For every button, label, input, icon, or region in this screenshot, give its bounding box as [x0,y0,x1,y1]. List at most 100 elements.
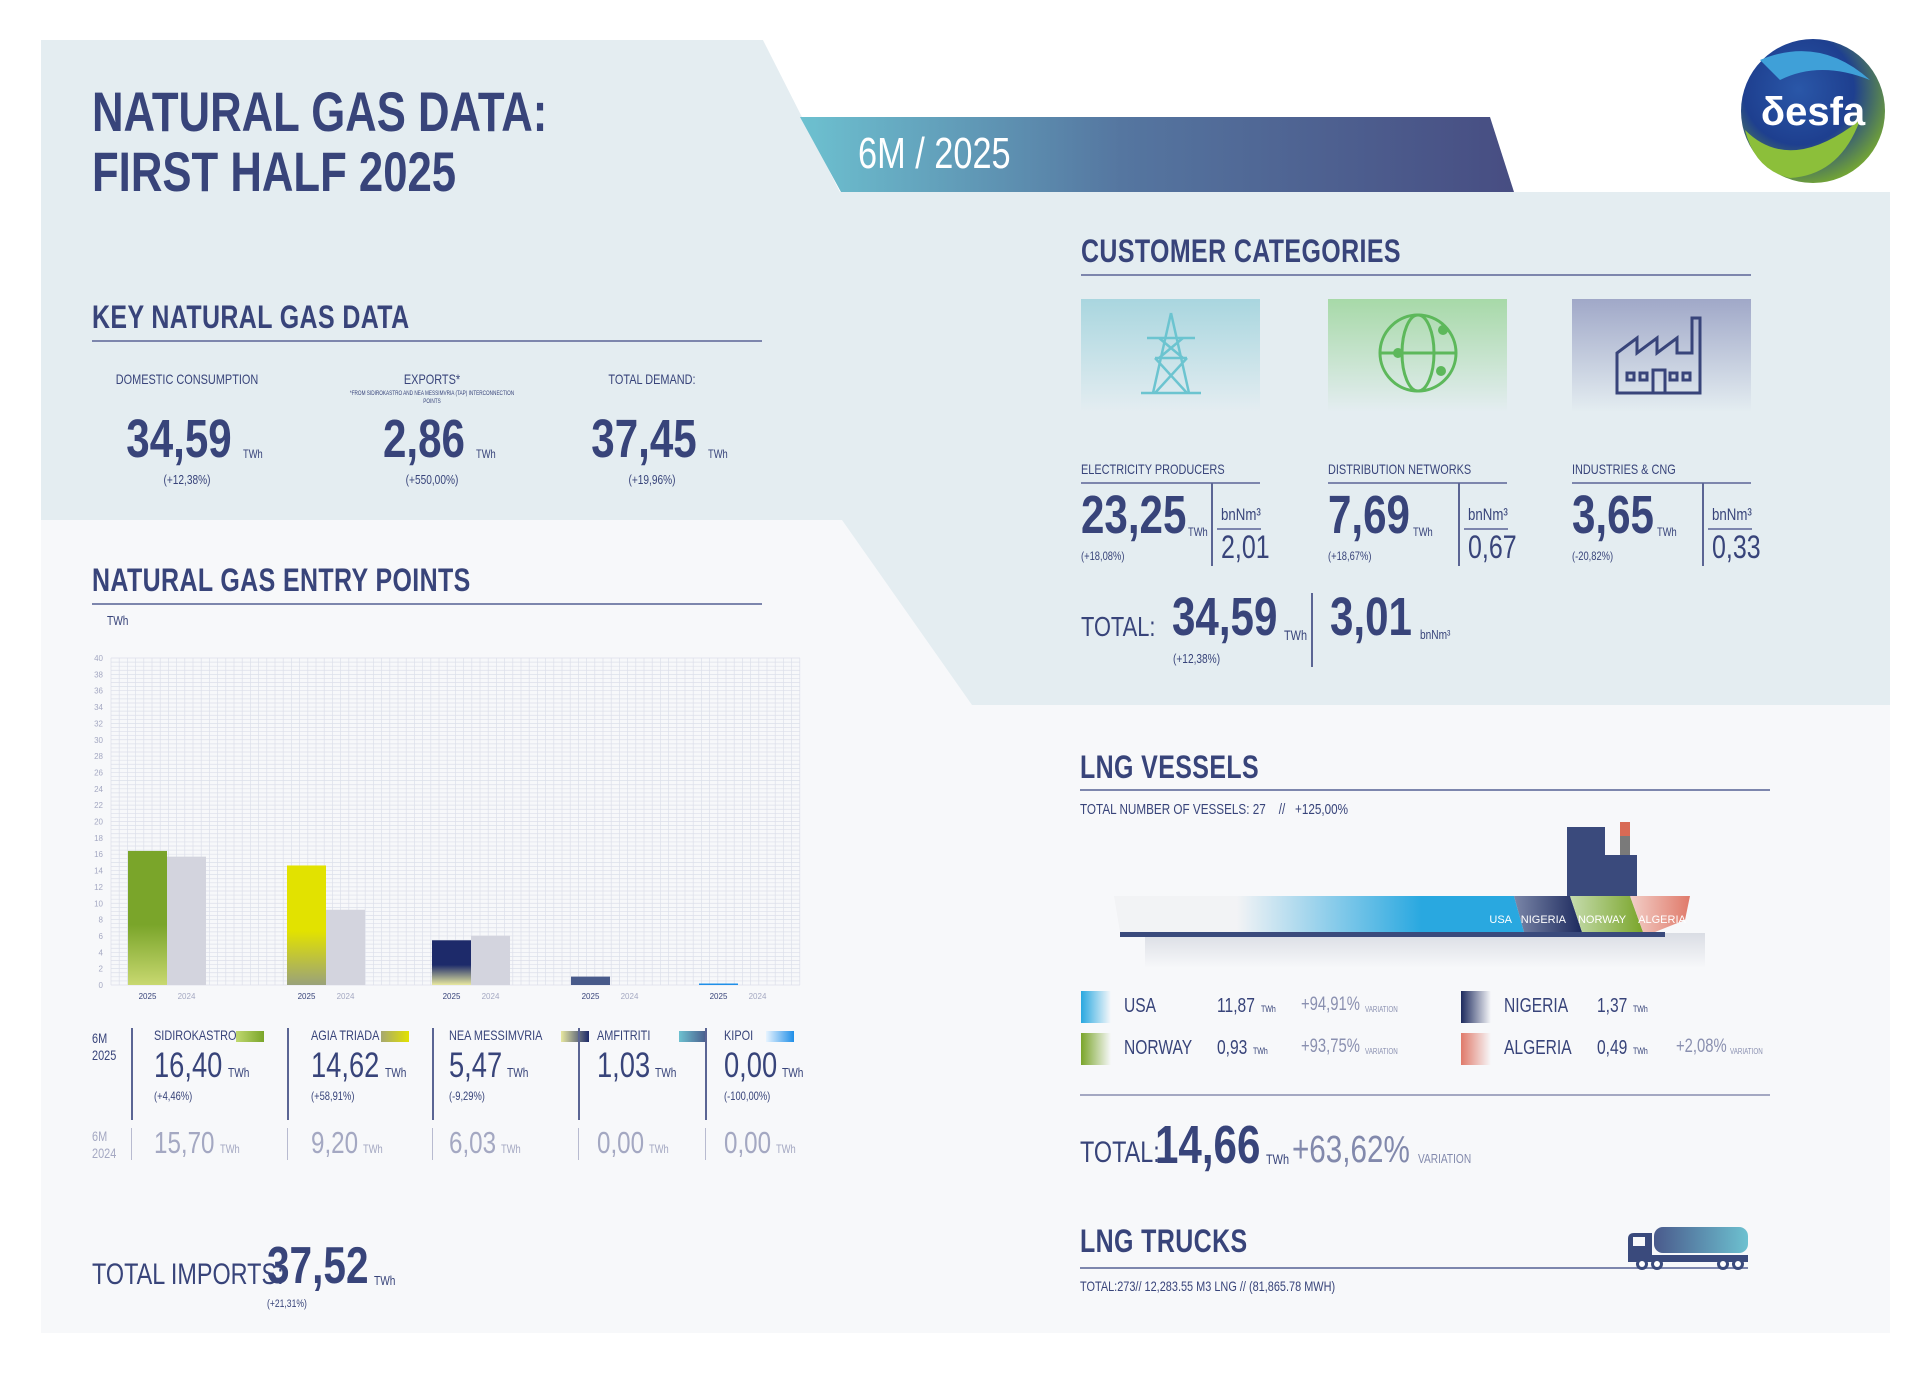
origin-value: 0,49 [1597,1037,1628,1059]
upper-panel [41,40,1890,705]
globe-network-icon [1373,308,1463,403]
entry-points-chart: 0246810121416182022242628303234363840202… [94,654,801,1001]
row-label-period: 6M [92,1128,108,1144]
period-banner [800,117,1514,192]
logo-text: δesfa [1761,90,1866,134]
category-unit: TWh [1413,525,1433,539]
origin-value: 1,37 [1597,995,1628,1017]
column-divider [432,1128,433,1160]
entry-points-title: NATURAL GAS ENTRY POINTS [92,562,471,598]
origin-unit: TWh [1633,1004,1648,1014]
entry-change: (-100,00%) [724,1089,771,1103]
kpi-note: *FROM SIDIROKASTRO AND NEA MESSIMVRIA (T… [349,391,515,405]
entry-unit-2024: TWh [501,1142,521,1156]
category-unit: TWh [1657,525,1677,539]
entry-value-2025: 0,00 [724,1046,778,1085]
lng-vessels-rule [1080,789,1770,791]
lng-vessels-title: LNG VESSELS [1080,749,1260,785]
entry-point-name: AGIA TRIADA [311,1027,380,1043]
x-label-2025: 2025 [443,992,461,1001]
ship-label-usa: USA [1489,914,1512,926]
vessels-total-value: 14,66 [1155,1115,1261,1175]
lng-trucks-title: LNG TRUCKS [1080,1223,1248,1259]
category-volume-unit: bnNm³ [1712,505,1752,524]
origin-unit: TWh [1633,1046,1648,1056]
entry-points-rule [92,603,762,605]
categories-total-label: TOTAL: [1081,611,1156,642]
entry-point-name: NEA MESSIMVRIA [449,1027,543,1043]
origin-variation-label: VARIATION [1365,1047,1398,1056]
chart-y-unit: TWh [107,613,129,628]
y-tick-label: 30 [94,736,103,745]
origin-name: USA [1124,995,1157,1017]
y-tick-label: 4 [99,948,104,957]
kpi-unit: TWh [476,447,496,461]
trucks-summary: TOTAL:273// 12,283.55 M3 LNG // (81,865.… [1080,1278,1336,1294]
category-rule [1328,482,1507,484]
origin-name: NORWAY [1124,1037,1193,1059]
origin-swatch [1461,1033,1491,1065]
x-label-2025: 2025 [582,992,600,1001]
column-divider [705,1028,707,1120]
entry-unit-2024: TWh [776,1142,796,1156]
ship-label-nigeria: NIGERIA [1521,914,1567,926]
y-tick-label: 10 [94,899,103,908]
page-title: NATURAL GAS DATA: FIRST HALF 2025 [92,82,547,202]
vessels-total-label: TOTAL: [1080,1136,1160,1169]
y-tick-label: 40 [94,654,103,663]
vessels-variation-label: VARIATION [1418,1151,1472,1166]
x-label-2025: 2025 [710,992,728,1001]
y-tick-label: 32 [94,719,103,728]
origin-swatch [1461,991,1491,1023]
entry-value-2025: 16,40 [154,1046,223,1085]
column-divider [287,1128,288,1160]
legend-swatch-1 [381,1031,409,1042]
kpi-value: 34,59 [126,409,232,469]
entry-unit-2024: TWh [649,1142,669,1156]
entry-value-2025: 5,47 [449,1046,503,1085]
legend-swatch-4 [766,1031,794,1042]
customer-categories-rule [1081,274,1751,276]
entry-value-2024: 15,70 [154,1125,215,1160]
category-volume: 0,67 [1468,529,1517,565]
y-tick-label: 24 [94,785,103,794]
entry-unit-2024: TWh [363,1142,383,1156]
row-label-period: 6M [92,1030,108,1046]
origin-unit: TWh [1253,1046,1268,1056]
y-tick-label: 36 [94,687,103,696]
esfa-logo: δesfa [1741,39,1885,183]
factory-icon [1612,308,1712,403]
entry-unit: TWh [507,1065,529,1080]
vessels-summary: TOTAL NUMBER OF VESSELS: 27 // +125,00% [1080,801,1349,818]
bar-2024-sidirokastro [167,856,206,985]
entry-change: (-9,29%) [449,1089,485,1103]
categories-total-volume-unit: bnNm³ [1420,627,1451,642]
origin-swatch [1081,1033,1111,1065]
entry-unit: TWh [385,1065,407,1080]
entry-unit: TWh [228,1065,250,1080]
key-data-rule [92,340,762,342]
category-volume: 0,33 [1712,529,1761,565]
legend-swatch-3 [679,1031,707,1042]
kpi-label: TOTAL DEMAND: [608,371,696,387]
kpi-label: EXPORTS* [403,371,461,387]
y-tick-label: 0 [99,981,104,990]
kpi-value: 2,86 [383,409,465,469]
column-divider [131,1128,132,1160]
entry-value-2024: 6,03 [449,1125,497,1160]
total-imports-unit: TWh [374,1273,396,1288]
origin-variation-label: VARIATION [1365,1005,1398,1014]
origin-name: NIGERIA [1504,995,1569,1017]
y-tick-label: 20 [94,818,103,827]
vessels-total-variation: +63,62% [1292,1129,1410,1171]
y-tick-label: 18 [94,834,103,843]
origin-value: 0,93 [1217,1037,1248,1059]
bar-2025-nea-messimvria [432,940,471,985]
entry-unit: TWh [782,1065,804,1080]
y-tick-label: 38 [94,670,103,679]
bar-2025-agia-triada [287,865,326,985]
fraction-rule [1708,528,1752,530]
category-label: ELECTRICITY PRODUCERS [1081,461,1225,477]
lng-ship-illustration: USA NIGERIA NORWAY ALGERIA [1114,822,1705,968]
origin-value: 11,87 [1217,995,1255,1017]
